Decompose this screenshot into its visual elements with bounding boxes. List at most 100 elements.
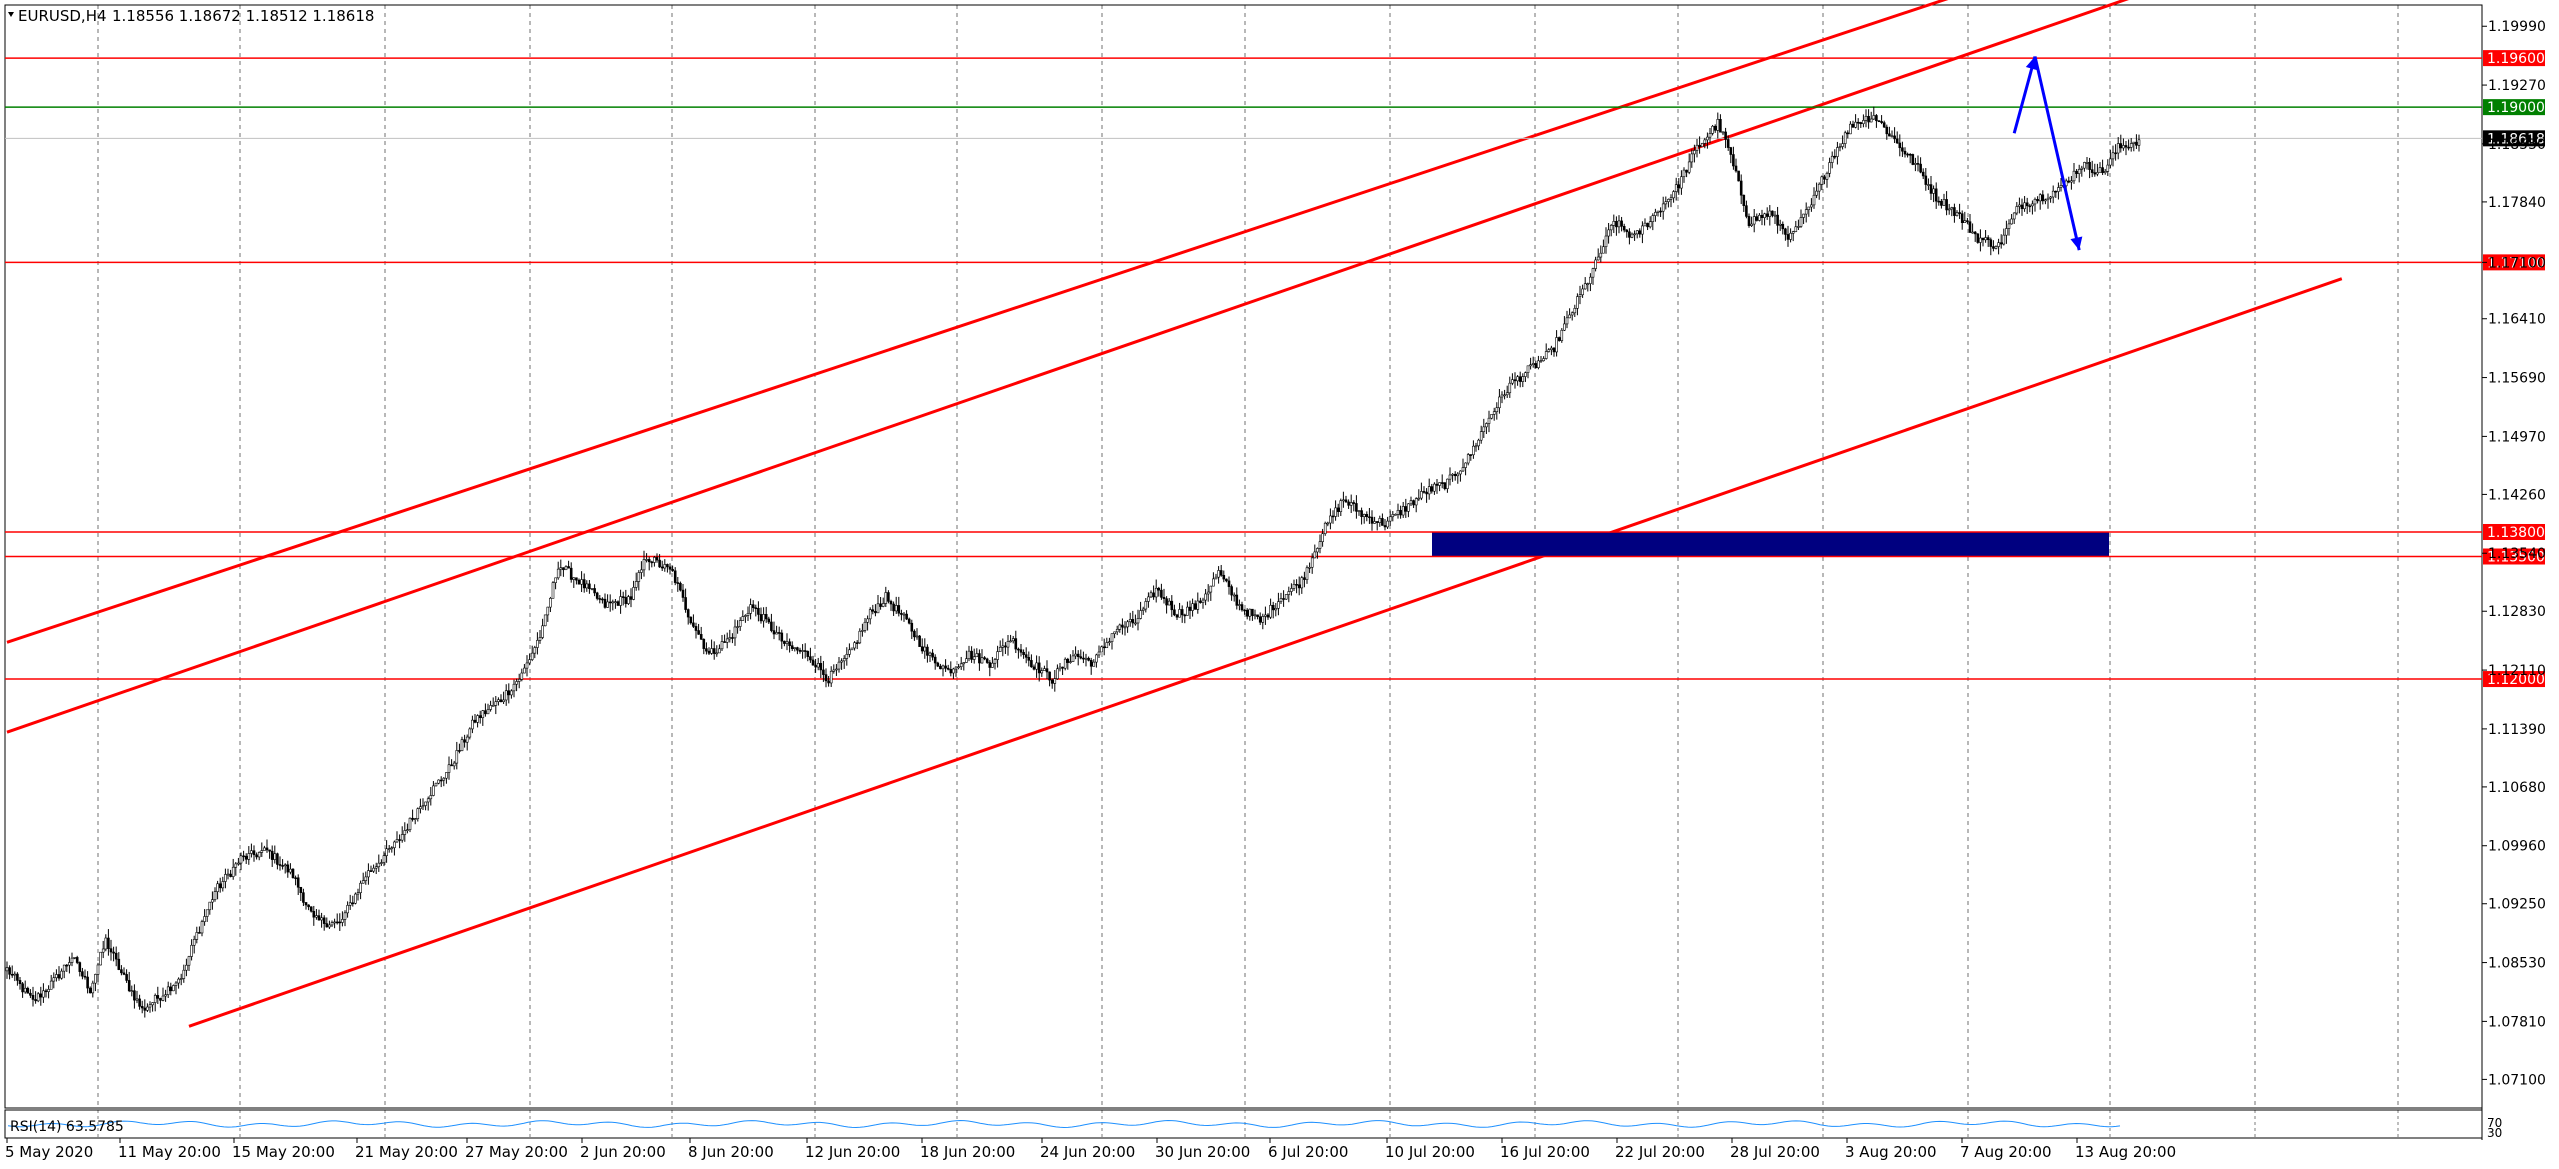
candle-body bbox=[1222, 574, 1226, 580]
candle-body bbox=[1630, 233, 1634, 238]
candle-body bbox=[1945, 199, 1948, 211]
candle-body bbox=[858, 630, 862, 644]
candle-body bbox=[1360, 510, 1363, 517]
candle-body bbox=[1576, 296, 1579, 309]
candle-body bbox=[1651, 215, 1655, 223]
candle-body bbox=[1321, 533, 1324, 542]
candle-body bbox=[2038, 194, 2042, 202]
candle-body bbox=[1329, 515, 1332, 524]
candle-body bbox=[715, 652, 719, 655]
candle-body bbox=[34, 999, 37, 1002]
candle-body bbox=[1685, 169, 1688, 173]
candles-layer bbox=[5, 106, 2141, 1018]
candle-body bbox=[1105, 642, 1109, 649]
candle-body bbox=[1318, 541, 1322, 549]
candle-body bbox=[1225, 578, 1228, 582]
candle-body bbox=[1919, 163, 1922, 173]
ohlc-values: 1.18556 1.18672 1.18512 1.18618 bbox=[112, 7, 374, 25]
candle-body bbox=[1989, 239, 1993, 247]
candle-body bbox=[1043, 668, 1046, 671]
candle-body bbox=[36, 993, 40, 1002]
candle-body bbox=[757, 607, 760, 615]
candle-body bbox=[840, 660, 843, 663]
candle-body bbox=[926, 646, 929, 656]
candle-body bbox=[1165, 598, 1168, 606]
candle-body bbox=[2072, 170, 2076, 182]
candle-body bbox=[1898, 142, 1902, 149]
candle-body bbox=[554, 577, 557, 583]
candle-body bbox=[658, 559, 661, 568]
candle-body bbox=[601, 598, 604, 601]
candle-body bbox=[1461, 467, 1465, 472]
candle-body bbox=[1661, 203, 1665, 212]
candle-body bbox=[551, 582, 555, 599]
candle-body bbox=[848, 649, 851, 655]
candle-body bbox=[1674, 184, 1678, 192]
candle-body bbox=[525, 662, 529, 669]
candle-body bbox=[161, 995, 165, 1001]
candle-body bbox=[1282, 598, 1285, 600]
candle-body bbox=[1789, 232, 1792, 240]
candle-body bbox=[1568, 314, 1571, 319]
candle-body bbox=[1885, 126, 1889, 135]
candle-body bbox=[1006, 641, 1010, 648]
candle-body bbox=[2041, 194, 2045, 202]
candle-body bbox=[346, 905, 349, 914]
candle-body bbox=[1669, 197, 1673, 200]
candle-body bbox=[996, 651, 999, 660]
candle-body bbox=[1110, 633, 1114, 643]
candle-body bbox=[44, 990, 48, 993]
candle-body bbox=[1901, 147, 1904, 152]
candle-body bbox=[2059, 185, 2063, 188]
candle-body bbox=[1544, 351, 1548, 359]
candle-body bbox=[1160, 589, 1163, 598]
candle-body bbox=[1862, 120, 1865, 125]
candle-body bbox=[1245, 609, 1249, 617]
candle-body bbox=[1906, 153, 1909, 156]
candle-body bbox=[572, 577, 576, 580]
price-tick-label: 1.19270 bbox=[2488, 78, 2546, 94]
candle-body bbox=[1615, 221, 1618, 228]
candle-body bbox=[1578, 294, 1582, 297]
candle-body bbox=[842, 658, 846, 662]
candle-body bbox=[1368, 516, 1371, 519]
candle-body bbox=[1347, 501, 1350, 506]
candle-body bbox=[733, 626, 737, 639]
candle-body bbox=[530, 652, 534, 660]
candle-body bbox=[1934, 188, 1938, 202]
candle-body bbox=[861, 630, 864, 632]
candle-body bbox=[978, 653, 981, 664]
candle-body bbox=[354, 893, 357, 904]
candle-body bbox=[398, 839, 401, 841]
candle-body bbox=[684, 597, 687, 610]
candle-body bbox=[796, 647, 799, 651]
candle-body bbox=[499, 699, 503, 703]
candle-body bbox=[564, 566, 568, 571]
candle-body bbox=[1394, 514, 1397, 516]
candle-body bbox=[1706, 136, 1709, 141]
candle-body bbox=[281, 865, 284, 867]
candle-body bbox=[1058, 666, 1062, 670]
collapse-triangle-icon[interactable] bbox=[8, 12, 14, 17]
candle-body bbox=[252, 850, 256, 856]
candle-body bbox=[894, 605, 898, 612]
candle-body bbox=[156, 995, 160, 999]
candle-body bbox=[2088, 162, 2091, 170]
candle-body bbox=[868, 609, 872, 620]
candle-body bbox=[1323, 522, 1327, 534]
candle-body bbox=[1440, 482, 1444, 484]
candle-body bbox=[1953, 207, 1956, 216]
candle-body bbox=[889, 601, 893, 605]
candle-body bbox=[1412, 500, 1415, 506]
candle-body bbox=[663, 564, 667, 569]
candle-body bbox=[1708, 133, 1712, 138]
candle-body bbox=[536, 640, 539, 648]
candle-body bbox=[2049, 196, 2052, 199]
candle-body bbox=[788, 641, 791, 646]
candle-body bbox=[673, 570, 677, 583]
candle-body bbox=[198, 932, 201, 934]
candle-body bbox=[585, 583, 589, 589]
candle-body bbox=[546, 606, 550, 616]
